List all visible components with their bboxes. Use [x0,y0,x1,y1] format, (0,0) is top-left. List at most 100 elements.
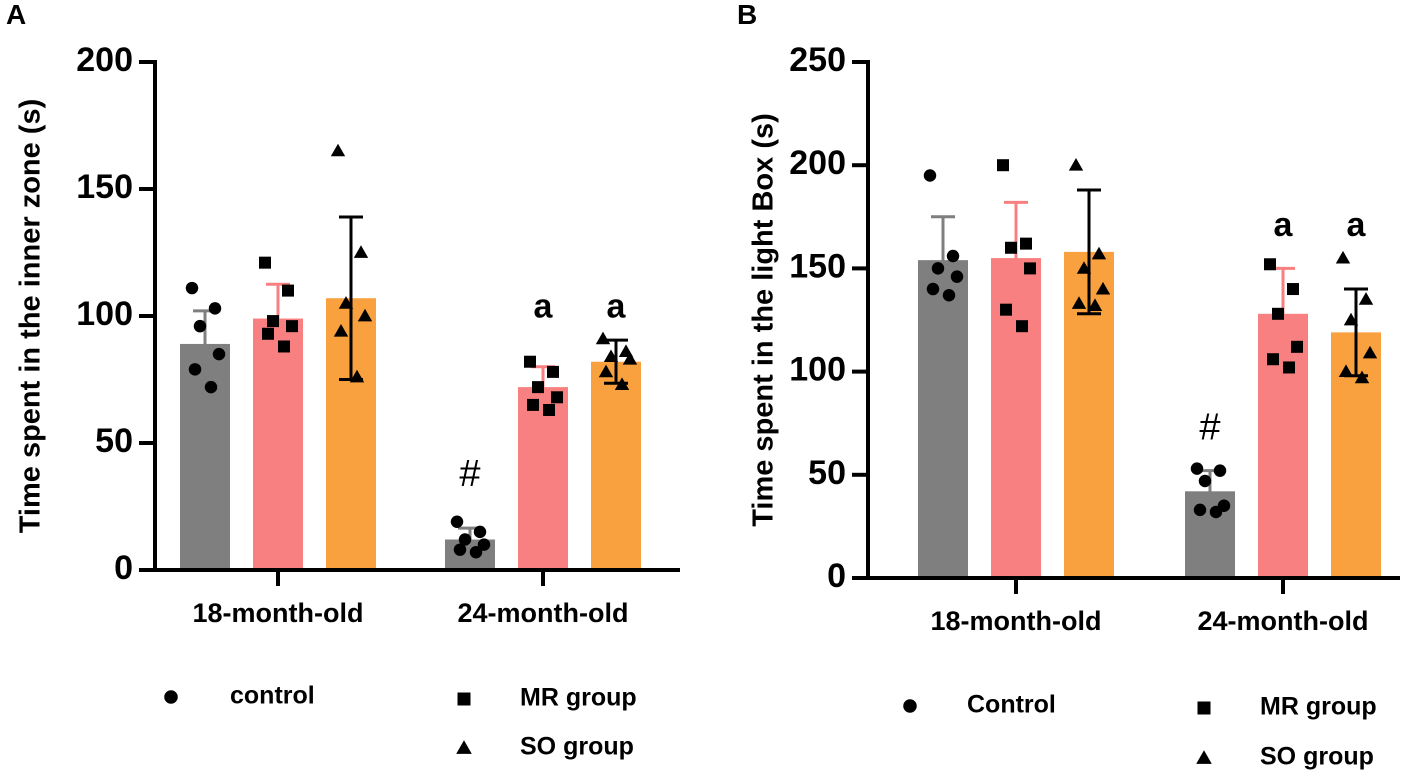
data-point [330,143,346,157]
legend-marker [903,699,917,713]
bar [918,260,968,578]
data-point [946,249,960,263]
data-point [1291,340,1303,353]
legend-marker [1197,701,1211,715]
data-point [1087,298,1103,311]
legend-label: SO group [520,733,634,761]
data-point [477,538,491,551]
data-point [208,302,222,315]
data-point [1287,283,1299,296]
data-point [1076,261,1092,274]
data-point [469,545,483,559]
data-point [1338,364,1354,377]
data-point [547,365,559,378]
data-point [1209,505,1223,519]
y-tick-label: 150 [76,168,133,206]
legend-marker [456,740,472,754]
data-point [1272,307,1284,320]
data-point [614,377,630,390]
data-point [527,398,539,411]
data-point [524,355,536,368]
x-tick-label: 24-month-old [458,598,629,628]
data-point [1071,296,1087,309]
data-point [532,381,544,394]
data-point [950,270,964,283]
y-tick-label: 0 [114,549,133,587]
significance-hash: # [1199,406,1220,448]
bar [253,318,303,570]
significance-letter: a [1347,206,1367,244]
legend-label: Control [967,691,1056,719]
data-point [551,391,563,404]
bar [518,387,568,570]
data-point [1005,241,1017,254]
data-point [1016,320,1028,333]
data-point [286,320,298,333]
data-point [1091,246,1107,260]
data-point [595,331,611,345]
x-tick-label: 18-month-old [931,606,1102,636]
legend-marker [1196,750,1212,764]
data-point [1198,474,1212,488]
data-point [1362,345,1378,359]
data-point [923,169,937,182]
data-point [333,324,349,337]
legend-label: MR group [1260,693,1377,721]
data-point [185,281,199,295]
y-tick-label: 50 [95,422,133,460]
data-point [204,380,218,394]
legend: control MR group SO group [164,682,637,761]
y-tick-label: 250 [789,41,846,79]
data-point [357,308,373,322]
data-point [1193,503,1207,517]
data-point [1068,158,1084,171]
data-point [1190,462,1204,475]
data-point [1024,262,1036,275]
data-point [1354,370,1370,384]
legend-marker [164,690,178,704]
y-axis-label: Time spent in the inner zone (s) [15,99,47,534]
data-point [1000,303,1012,316]
y-tick-label: 150 [789,247,846,285]
legend: Control MR group SO group [903,691,1377,771]
data-point [453,543,467,556]
data-point [598,364,614,378]
y-tick-label: 50 [808,454,846,492]
legend-label: SO group [1260,743,1374,771]
panel-a: A Time spent in the inner zone (s) 0 50 100 1… [6,0,680,761]
data-point [1335,250,1351,264]
data-point [543,403,555,416]
significance-letter: a [607,287,627,325]
data-point [262,327,274,340]
data-point [473,525,487,539]
data-point [1213,464,1227,477]
panel-b: B Time spent in the light Box (s) 0 50 100 15… [737,0,1400,771]
data-point [349,369,365,383]
y-tick-label: 0 [827,557,846,595]
x-tick-label: 18-month-old [193,598,364,628]
legend-marker [457,692,471,706]
y-tick-label: 100 [76,295,133,333]
data-point [1264,258,1276,271]
panel-label: B [737,0,757,30]
data-point [1020,237,1032,250]
data-point [193,319,207,333]
data-point [1343,312,1359,326]
x-tick-label: 24-month-old [1198,606,1369,636]
y-axis-label: Time spent in the light Box (s) [748,113,780,527]
data-point [931,262,945,275]
y-tick-label: 200 [76,41,133,79]
significance-hash: # [459,453,480,495]
data-point [450,515,464,528]
data-point [1283,361,1295,374]
data-point [267,315,279,328]
data-point [1267,353,1279,366]
data-point [603,349,619,363]
data-point [338,296,354,309]
data-point [458,533,472,546]
data-point [942,288,956,302]
data-point [282,284,294,297]
data-point [353,245,369,258]
significance-letter: a [1274,206,1294,244]
